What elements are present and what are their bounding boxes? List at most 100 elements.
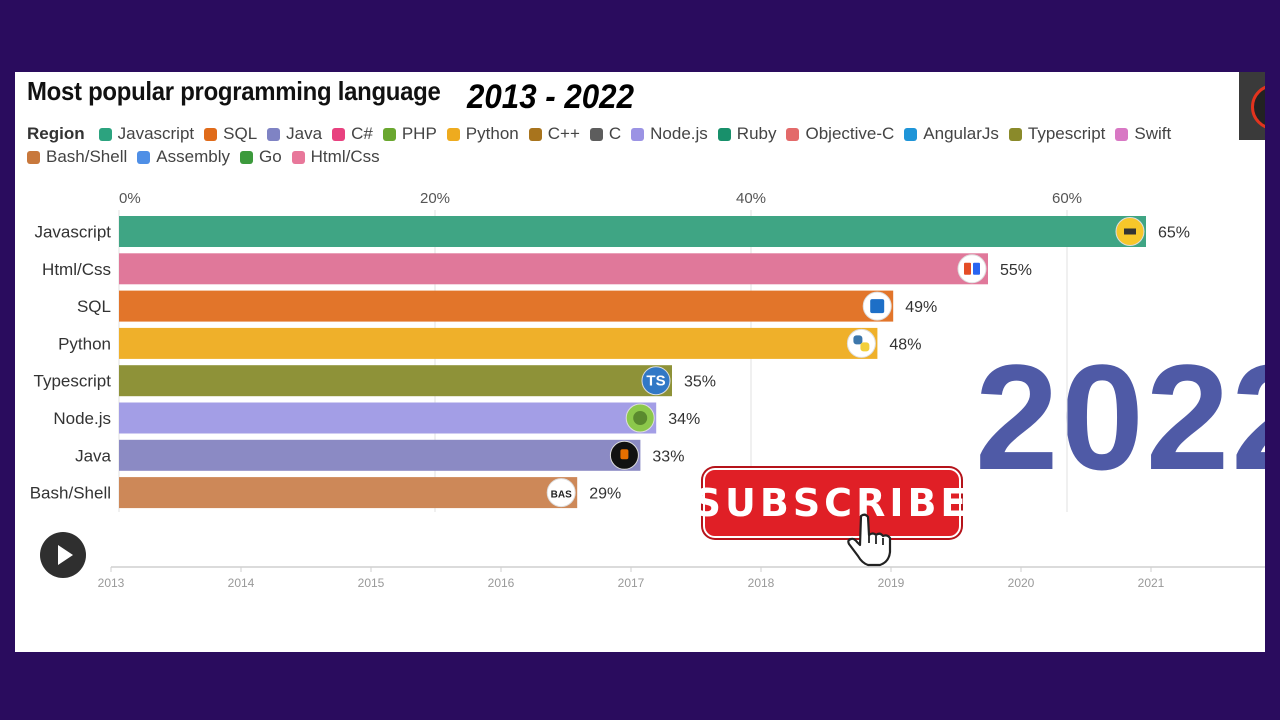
legend-label: Node.js [650, 124, 708, 143]
subscribe-button[interactable]: SUBSCRIBE [694, 468, 966, 538]
svg-text:BAS: BAS [551, 490, 572, 501]
legend-item[interactable]: Assembly [137, 147, 230, 167]
legend-swatch [291, 150, 305, 164]
x-tick-label: 20% [420, 190, 450, 207]
html-css-logo-icon [957, 254, 987, 284]
legend-item[interactable]: Bash/Shell [27, 147, 127, 167]
legend-swatch [267, 127, 281, 141]
legend-item[interactable]: Html/Css [291, 147, 380, 167]
legend-item[interactable]: Ruby [717, 124, 776, 144]
value-label: 65% [1158, 225, 1190, 242]
legend-swatch [717, 127, 731, 141]
chart-title: Most popular programming language [27, 76, 441, 106]
value-label: 29% [589, 486, 621, 503]
legend-item[interactable]: C# [332, 124, 373, 144]
nodejs-logo-icon [625, 403, 655, 433]
legend-swatch [204, 127, 218, 141]
bar [119, 290, 894, 322]
legend-swatch [589, 127, 603, 141]
svg-text:TS: TS [646, 373, 665, 390]
legend-swatch [904, 127, 918, 141]
bar [119, 253, 988, 285]
legend-item[interactable]: C [589, 124, 622, 144]
legend-swatch [137, 150, 151, 164]
legend-item[interactable]: Swift [1115, 124, 1171, 144]
current-year-label: 2022 [975, 333, 1265, 501]
bash-logo-icon: BAS [546, 478, 576, 508]
value-label: 49% [905, 299, 937, 316]
category-label: Bash/Shell [30, 484, 111, 503]
category-label: Html/Css [42, 260, 111, 279]
bar-chart: 0% 20% 40% 60% Javascript 65% Html/Css 55% SQL 49… [30, 190, 1265, 590]
timeline-year-label: 2014 [228, 576, 255, 590]
legend-swatch [332, 127, 346, 141]
timeline-year-label: 2019 [878, 576, 905, 590]
legend-item[interactable]: PHP [382, 124, 437, 144]
chart-panel: Most popular programming language 2013 -… [15, 72, 1265, 652]
value-label: 48% [889, 336, 921, 353]
typescript-logo-icon: TS [641, 366, 671, 396]
legend-swatch [528, 127, 542, 141]
x-tick-label: 60% [1052, 190, 1082, 207]
legend-item[interactable]: Javascript [98, 124, 195, 144]
legend-item[interactable]: Python [446, 124, 519, 144]
legend-swatch [631, 127, 645, 141]
legend-label: Assembly [156, 147, 230, 166]
legend-label: C++ [547, 124, 580, 143]
value-label: 33% [652, 448, 684, 465]
legend-swatch [382, 127, 396, 141]
legend-label: C# [351, 124, 373, 143]
legend-swatch [27, 150, 40, 164]
legend-item[interactable]: Objective-C [786, 124, 894, 144]
category-label: Python [58, 334, 111, 353]
legend-label: Bash/Shell [46, 147, 128, 166]
category-label: Java [75, 446, 111, 465]
legend-label: Javascript [117, 124, 195, 143]
sql-logo-icon [862, 291, 892, 321]
value-label: 35% [684, 374, 716, 391]
x-tick-label: 40% [736, 190, 766, 207]
timeline-year-label: 2020 [1008, 576, 1035, 590]
legend-title: Region [27, 124, 85, 143]
legend-label: Go [258, 147, 282, 166]
legend-item[interactable]: Go [239, 147, 282, 167]
legend-item[interactable]: Java [267, 124, 322, 144]
bar [119, 402, 657, 434]
timeline-year-label: 2018 [748, 576, 775, 590]
legend-label: Swift [1134, 124, 1172, 143]
category-label: Javascript [34, 223, 111, 242]
legend-label: Typescript [1027, 124, 1106, 143]
python-logo-icon [846, 328, 876, 358]
timeline-year-label: 2015 [358, 576, 385, 590]
legend-label: C [608, 124, 622, 143]
legend-item[interactable]: Node.js [631, 124, 708, 144]
timeline-year-label: 2021 [1138, 576, 1165, 590]
legend-label: Java [286, 124, 323, 143]
value-label: 34% [668, 411, 700, 428]
javascript-logo-icon [1115, 217, 1145, 246]
x-tick-label: 0% [119, 190, 141, 207]
legend-swatch [1115, 127, 1129, 141]
legend-item[interactable]: SQL [204, 124, 257, 144]
legend-swatch [1008, 127, 1022, 141]
java-logo-icon [609, 440, 639, 470]
play-button[interactable] [40, 532, 86, 578]
bar [119, 216, 1146, 247]
timeline-year-label: 2013 [98, 576, 125, 590]
legend-label: Python [465, 124, 519, 143]
hand-pointer-icon [847, 513, 892, 567]
bar [119, 327, 878, 359]
chart-subtitle: 2013 - 2022 [467, 78, 634, 116]
bar [119, 439, 641, 471]
timeline-year-label: 2016 [488, 576, 515, 590]
bar [119, 477, 578, 509]
legend-swatch [446, 127, 460, 141]
bar [119, 365, 672, 397]
legend-item[interactable]: AngularJs [904, 124, 999, 144]
legend-item[interactable]: C++ [528, 124, 580, 144]
category-label: Node.js [53, 409, 111, 428]
legend-label: Html/Css [310, 147, 380, 166]
legend-swatch [239, 150, 253, 164]
legend-item[interactable]: Typescript [1008, 124, 1106, 144]
legend-swatch [786, 127, 800, 141]
